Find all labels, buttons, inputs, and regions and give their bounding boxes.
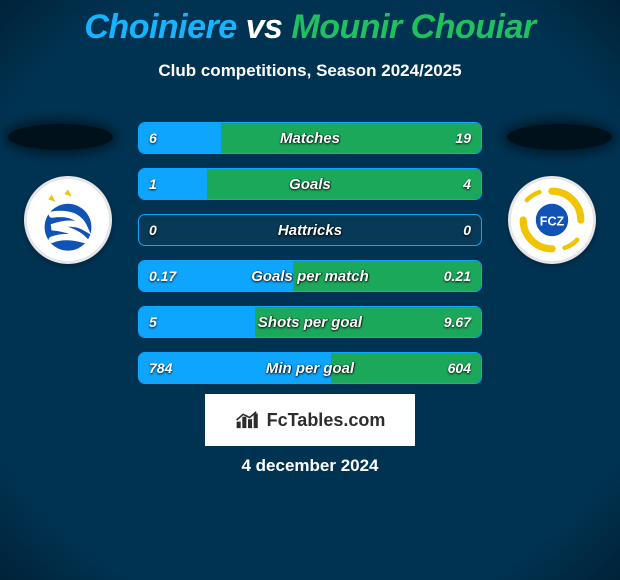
stat-value-left: 5 bbox=[149, 307, 157, 337]
svg-text:FCZ: FCZ bbox=[540, 214, 565, 228]
stat-label: Min per goal bbox=[139, 353, 481, 383]
fcz-crest-icon: FCZ bbox=[516, 184, 588, 256]
crest-shadow-left bbox=[8, 124, 113, 150]
stat-value-right: 19 bbox=[455, 123, 471, 153]
stat-label: Matches bbox=[139, 123, 481, 153]
player1-name: Choiniere bbox=[84, 8, 236, 46]
crest-shadow-right bbox=[507, 124, 612, 150]
comparison-infographic: Choiniere vs Mounir Chouiar Club competi… bbox=[0, 0, 620, 580]
stat-label: Shots per goal bbox=[139, 307, 481, 337]
player2-name: Mounir Chouiar bbox=[291, 8, 535, 46]
club-crest-left bbox=[24, 176, 112, 264]
stat-value-right: 604 bbox=[448, 353, 471, 383]
stat-value-left: 1 bbox=[149, 169, 157, 199]
stat-row: Min per goal784 604 bbox=[138, 352, 482, 384]
bar-chart-icon bbox=[235, 410, 261, 430]
stat-label: Hattricks bbox=[139, 215, 481, 245]
stat-value-right: 9.67 bbox=[444, 307, 471, 337]
watermark: FcTables.com bbox=[205, 394, 415, 446]
club-crest-right: FCZ bbox=[508, 176, 596, 264]
stat-value-right: 0 bbox=[463, 215, 471, 245]
stat-row: Shots per goal5 9.67 bbox=[138, 306, 482, 338]
grasshoppers-crest-icon bbox=[32, 184, 104, 256]
stat-value-right: 4 bbox=[463, 169, 471, 199]
stat-value-left: 6 bbox=[149, 123, 157, 153]
stat-value-left: 0 bbox=[149, 215, 157, 245]
vs-label: vs bbox=[246, 8, 283, 46]
stat-row: Matches6 19 bbox=[138, 122, 482, 154]
stat-value-left: 784 bbox=[149, 353, 172, 383]
stat-value-right: 0.21 bbox=[444, 261, 471, 291]
stat-label: Goals per match bbox=[139, 261, 481, 291]
date-label: 4 december 2024 bbox=[0, 456, 620, 476]
stat-value-left: 0.17 bbox=[149, 261, 176, 291]
stat-bars: Matches6 19 Goals1 4 Hattricks0 0 Goals per ma… bbox=[138, 122, 482, 398]
page-title: Choiniere vs Mounir Chouiar bbox=[0, 0, 620, 47]
subtitle: Club competitions, Season 2024/2025 bbox=[0, 61, 620, 81]
stat-row: Goals1 4 bbox=[138, 168, 482, 200]
watermark-text: FcTables.com bbox=[267, 410, 386, 431]
stat-row: Goals per match0.17 0.21 bbox=[138, 260, 482, 292]
stat-row: Hattricks0 0 bbox=[138, 214, 482, 246]
stat-label: Goals bbox=[139, 169, 481, 199]
